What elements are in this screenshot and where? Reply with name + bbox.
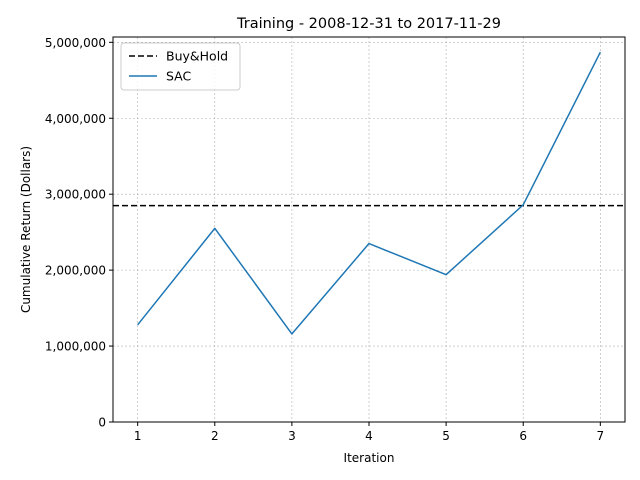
series-layer bbox=[113, 51, 625, 335]
y-tick-label: 1,000,000 bbox=[45, 340, 106, 354]
y-axis-label: Cumulative Return (Dollars) bbox=[19, 146, 33, 313]
legend-label-buy-hold: Buy&Hold bbox=[166, 49, 228, 64]
y-tick-label: 0 bbox=[98, 416, 106, 430]
legend-label-sac: SAC bbox=[166, 69, 191, 84]
y-tick-label: 5,000,000 bbox=[45, 36, 106, 50]
ticks-layer: 1 2 3 4 5 6 7 0 1,000,000 2,000,000 3,000,000 4,000… bbox=[45, 36, 604, 443]
legend-box bbox=[120, 42, 241, 91]
y-tick-label: 4,000,000 bbox=[45, 112, 106, 126]
x-tick-label: 7 bbox=[597, 429, 605, 443]
chart-title: Training - 2008-12-31 to 2017-11-29 bbox=[236, 16, 501, 32]
y-tick-label: 3,000,000 bbox=[45, 188, 106, 202]
x-tick-label: 1 bbox=[134, 429, 142, 443]
grid-layer bbox=[113, 37, 625, 423]
x-tick-label: 6 bbox=[519, 429, 527, 443]
x-tick-label: 4 bbox=[365, 429, 373, 443]
legend: Buy&Hold SAC bbox=[120, 42, 241, 91]
x-tick-label: 5 bbox=[442, 429, 450, 443]
x-axis-label: Iteration bbox=[344, 451, 395, 465]
x-tick-label: 3 bbox=[288, 429, 296, 443]
y-tick-label: 2,000,000 bbox=[45, 264, 106, 278]
x-tick-label: 2 bbox=[211, 429, 219, 443]
